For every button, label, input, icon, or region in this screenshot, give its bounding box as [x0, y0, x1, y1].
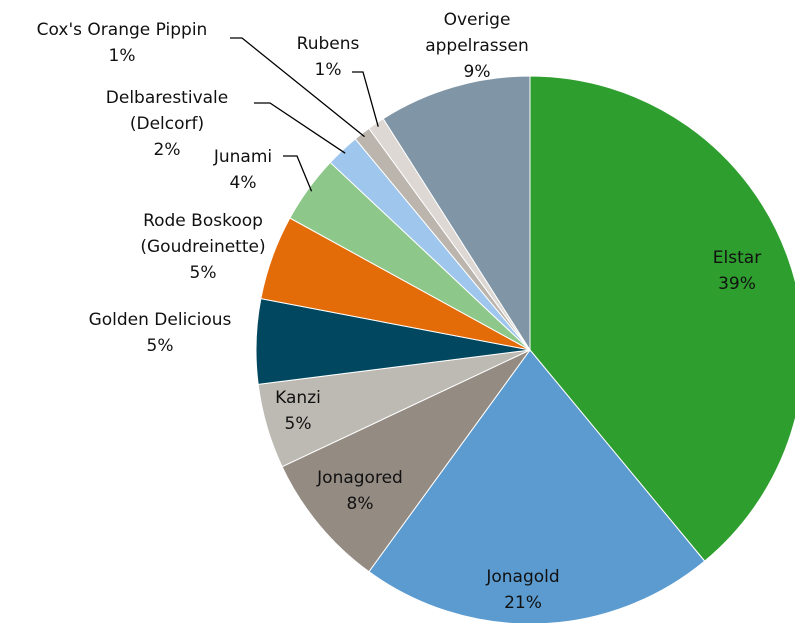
category-label: Jonagored — [316, 468, 403, 488]
value-label: 1% — [109, 46, 136, 66]
leader-line — [283, 155, 313, 192]
category-label: Kanzi — [275, 388, 321, 408]
category-label: Overige appelrassen — [425, 10, 529, 56]
category-label: Golden Delicious — [89, 310, 232, 330]
value-label: 39% — [718, 274, 756, 294]
label-line: (Goudreinette) — [140, 237, 265, 257]
value-label: 8% — [347, 494, 374, 514]
pie-slice — [281, 349, 531, 573]
value-label: 1% — [315, 60, 342, 80]
value-label: 5% — [285, 414, 312, 434]
category-label: Jonagold — [485, 567, 559, 587]
value-label: 21% — [504, 593, 542, 613]
category-label: Cox's Orange Pippin — [37, 20, 208, 40]
label-line: Rode Boskoop — [143, 211, 263, 231]
category-label: Elstar — [713, 248, 761, 268]
category-label: Rode Boskoop (Goudreinette) — [140, 211, 265, 257]
category-label: Junami — [213, 147, 272, 167]
label-line: Overige — [444, 10, 511, 30]
value-label: 2% — [154, 140, 181, 160]
category-label: Delbarestivale (Delcorf) — [106, 88, 228, 134]
leader-line — [352, 71, 379, 127]
value-label: 4% — [230, 173, 257, 193]
leader-line — [254, 102, 346, 154]
value-label: 5% — [147, 336, 174, 356]
value-label: 9% — [464, 62, 491, 82]
pie-slice — [368, 349, 706, 623]
value-label: 5% — [190, 263, 217, 283]
pie-slice — [529, 75, 795, 562]
label-line: Delbarestivale — [106, 88, 228, 108]
leader-line — [230, 37, 365, 138]
label-line: (Delcorf) — [130, 114, 204, 134]
category-label: Rubens — [297, 34, 360, 54]
pie-slice — [382, 75, 531, 352]
label-line: appelrassen — [425, 36, 529, 56]
